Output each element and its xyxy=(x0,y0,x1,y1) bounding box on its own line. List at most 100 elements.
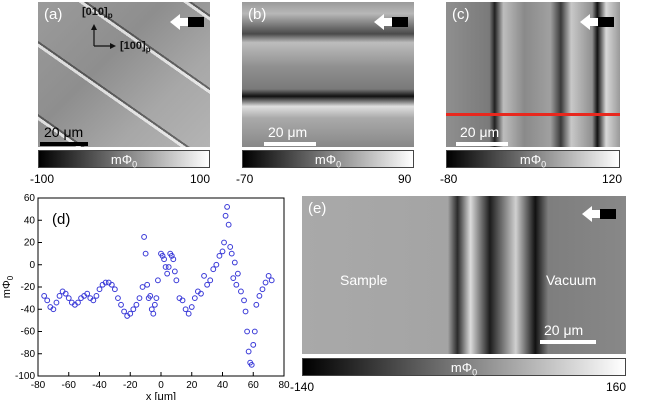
data-point xyxy=(133,301,140,308)
data-point xyxy=(182,306,189,313)
data-point xyxy=(50,306,57,313)
data-point xyxy=(227,244,234,250)
data-point xyxy=(233,281,240,288)
data-point xyxy=(251,328,258,335)
y-tick-label: -20 xyxy=(21,282,36,293)
panel-b-image: (b) 20 μm xyxy=(242,2,414,147)
data-point xyxy=(204,281,211,288)
data-point xyxy=(265,272,272,279)
panel-c-colorbar-min: -80 xyxy=(440,172,458,186)
panel-d-label: (d) xyxy=(52,211,70,228)
data-point xyxy=(53,299,60,306)
data-point xyxy=(130,306,137,313)
data-point xyxy=(147,293,154,299)
data-point xyxy=(127,310,134,317)
data-point xyxy=(221,239,227,246)
panel-c-colorbar: mΦ0 xyxy=(446,150,620,170)
y-tick-label: 0 xyxy=(29,260,35,271)
data-point xyxy=(159,252,166,259)
data-point xyxy=(222,212,229,219)
data-point xyxy=(241,297,247,304)
panel-a-label: (a) xyxy=(44,6,63,23)
data-point xyxy=(141,234,147,240)
panel-c-label: (c) xyxy=(452,6,470,23)
data-point xyxy=(144,281,151,288)
y-tick-label: -100 xyxy=(15,371,35,382)
data-point xyxy=(173,277,180,284)
panel-e-background xyxy=(302,196,626,354)
data-point xyxy=(224,204,231,210)
x-tick-label: -20 xyxy=(123,380,138,391)
vacuum-region-label: Vacuum xyxy=(546,272,597,288)
data-point xyxy=(248,361,255,368)
panel-b-colorbar-max: 90 xyxy=(398,172,412,186)
field-direction-arrow-icon xyxy=(580,14,614,30)
data-point xyxy=(225,221,232,228)
data-point xyxy=(139,284,146,290)
panel-a-scalebar: 20 μm xyxy=(40,124,88,146)
data-point xyxy=(150,310,157,317)
panel-a-background xyxy=(38,2,210,147)
data-point xyxy=(155,277,161,284)
data-point xyxy=(90,297,97,304)
data-point xyxy=(231,259,238,266)
data-point xyxy=(219,248,226,255)
data-point xyxy=(250,341,257,348)
field-direction-arrow-icon xyxy=(582,206,616,222)
crystal-axis-x-label: [100]p xyxy=(120,40,151,55)
field-direction-arrow-icon xyxy=(170,14,204,30)
data-point xyxy=(151,301,158,308)
x-tick-label: 60 xyxy=(248,380,260,391)
data-point xyxy=(268,277,275,284)
panel-c-colorbar-max: 120 xyxy=(602,172,623,186)
panel-c-scalebar: 20 μm xyxy=(456,124,508,146)
data-point xyxy=(56,293,63,299)
data-point xyxy=(41,293,48,299)
panel-a-image: (a) [010]p [100]p 20 μm xyxy=(38,2,210,147)
data-point xyxy=(228,250,235,257)
data-point xyxy=(191,295,198,302)
data-point xyxy=(162,264,169,270)
data-point xyxy=(93,293,100,299)
crystal-axis-y-label: [010]p xyxy=(82,6,113,21)
panel-b-scalebar: 20 μm xyxy=(264,124,316,146)
x-tick-label: 40 xyxy=(217,380,229,391)
data-point xyxy=(179,297,186,304)
data-point xyxy=(185,310,192,317)
panel-a-colorbar-max: 100 xyxy=(190,172,211,186)
panel-c-image: (c) 20 μm xyxy=(446,2,620,147)
panel-b-label: (b) xyxy=(248,6,267,23)
data-point xyxy=(164,270,171,277)
data-point xyxy=(262,279,269,286)
sample-region-label: Sample xyxy=(340,272,388,288)
data-point xyxy=(170,256,177,263)
panel-e-colorbar: mΦ0 xyxy=(302,358,626,378)
panel-e-image: (e) Sample Vacuum 20 μm xyxy=(302,196,626,354)
data-point xyxy=(102,279,109,286)
panel-e-colorbar-max: 160 xyxy=(606,380,627,394)
x-tick-label: 0 xyxy=(158,380,164,391)
data-point xyxy=(259,286,266,293)
data-point xyxy=(201,272,207,279)
data-point xyxy=(234,270,241,277)
data-point xyxy=(171,268,178,275)
data-point xyxy=(142,250,149,257)
data-point xyxy=(115,295,121,302)
panel-e-colorbar-min: -140 xyxy=(290,380,315,394)
x-tick-label: 20 xyxy=(186,380,198,391)
data-point xyxy=(165,264,172,270)
y-axis-label: mΦ0 xyxy=(1,275,15,298)
data-point xyxy=(256,293,263,299)
data-point xyxy=(84,290,91,297)
data-point xyxy=(108,281,115,288)
data-point xyxy=(75,299,81,306)
data-point xyxy=(188,304,195,310)
data-point xyxy=(161,256,167,263)
panel-d-chart: -80 -60 -40 -20 0 20 40 60 80 -100 -80 -60 -40 -20 0 20… xyxy=(0,190,290,403)
data-point xyxy=(198,290,204,297)
y-tick-label: 60 xyxy=(24,193,36,204)
data-point xyxy=(238,288,244,295)
data-point xyxy=(111,286,118,293)
data-point xyxy=(44,297,51,304)
y-tick-label: -40 xyxy=(21,304,36,315)
